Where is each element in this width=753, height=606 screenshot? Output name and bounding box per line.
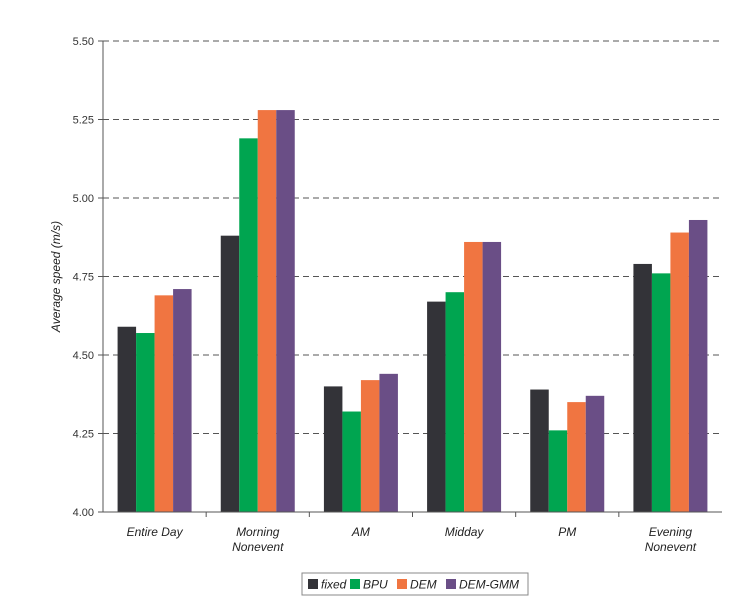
bar-dem [464,241,483,512]
bar-fixed [427,301,446,512]
bar-dem [257,110,277,512]
bar-fixed [323,386,343,512]
x-tick-label: Morning [236,525,280,539]
y-tick-label: 5.00 [73,193,94,205]
x-tick-label: Evening [649,525,693,539]
y-tick-label: 4.00 [73,507,94,519]
legend-box [301,572,529,596]
y-tick-label: 5.50 [73,36,94,48]
bar-dem-gmm [276,110,295,512]
y-axis-title: Average speed (m/s) [49,221,63,333]
bar-dem [670,232,689,513]
axes: 4.00 4.25 4.50 4.75 5.00 5.25 5.50 Entire Day Mo… [73,36,722,554]
bar-bpu [651,273,671,512]
y-tick-label: 4.50 [73,350,94,362]
bars [117,110,708,513]
legend-label: DEM-GMM [459,578,519,592]
bar-bpu [445,292,465,512]
bar-bpu [548,430,568,512]
y-tick-label: 4.25 [73,429,94,441]
legend-swatch [308,579,318,589]
bar-dem-gmm [173,289,192,512]
x-tick-label: AM [351,525,370,539]
bar-fixed [530,389,549,512]
bar-fixed [220,235,240,512]
legend-label: BPU [363,578,388,592]
bar-dem-gmm [585,395,605,512]
bar-dem [567,402,586,512]
bar-dem [360,380,380,512]
legend-swatch [397,579,407,589]
y-tick-label: 5.25 [73,115,94,127]
legend-swatch [350,579,360,589]
bar-dem [154,295,174,512]
bar-bpu [136,333,155,512]
bar-fixed [633,263,652,512]
legend-label: fixed [321,578,347,592]
x-tick-label: Midday [445,525,485,539]
y-tick-label: 4.75 [73,272,94,284]
x-tick-label: Nonevent [645,540,697,554]
legend-label: DEM [410,578,437,592]
legend: fixed BPU DEM DEM-GMM [301,572,529,596]
x-tick-label: PM [558,525,576,539]
bar-fixed [117,326,137,512]
bar-dem-gmm [688,219,708,513]
gridlines [103,40,722,434]
bar-dem-gmm [482,241,502,512]
x-tick-label: Entire Day [127,525,184,539]
legend-swatch [446,579,456,589]
bar-bpu [342,411,361,512]
x-tick-label: Nonevent [232,540,284,554]
bar-bpu [239,138,258,512]
bar-dem-gmm [379,373,398,512]
